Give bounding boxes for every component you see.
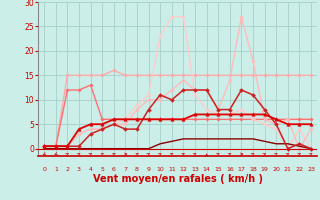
X-axis label: Vent moyen/en rafales ( km/h ): Vent moyen/en rafales ( km/h ) [92,174,263,184]
